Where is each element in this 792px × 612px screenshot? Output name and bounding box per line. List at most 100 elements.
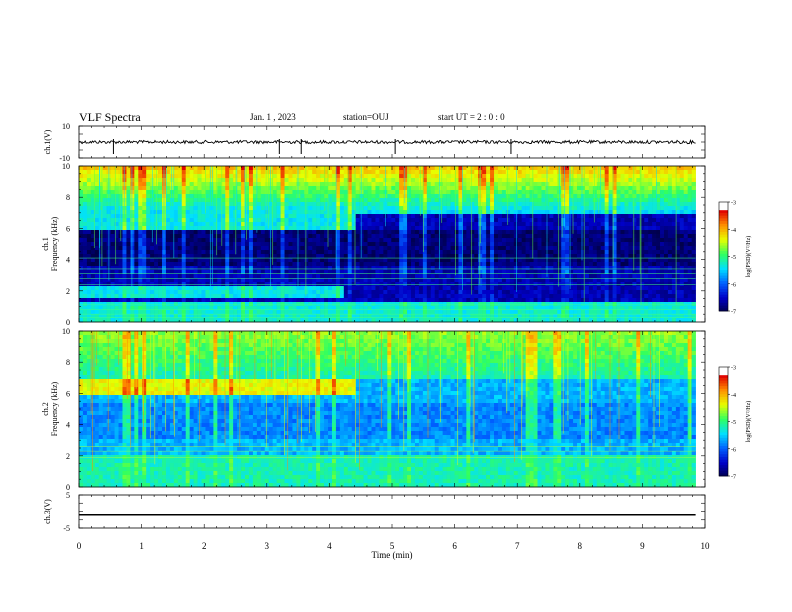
s1-cell (505, 242, 511, 247)
s1-cell (367, 258, 372, 263)
s1-cell (146, 278, 151, 283)
s1-cell (110, 190, 115, 195)
s1-cell (114, 222, 119, 227)
s1-cell (292, 310, 297, 315)
s1-cell (268, 298, 273, 303)
s1-cell (545, 302, 550, 307)
s1-cell (442, 302, 447, 307)
s1-cell (454, 250, 459, 255)
s1-cell (545, 170, 550, 175)
s1-cell (154, 306, 159, 311)
s1-cell (154, 294, 159, 299)
s1-cell (296, 242, 301, 247)
s1-cell (418, 266, 424, 271)
s1-cell (284, 218, 289, 223)
s1-cell (561, 194, 566, 199)
s1-cell (158, 314, 163, 319)
s1-cell (411, 182, 416, 187)
s1-cell (557, 250, 562, 255)
s1-cell (569, 298, 574, 303)
s1-cell (256, 242, 262, 247)
s1-cell (474, 210, 479, 215)
s1-cell (446, 222, 451, 227)
s1-cell (245, 238, 250, 243)
s1-cell (328, 294, 333, 299)
s1-cell (533, 310, 538, 315)
s1-cell (237, 170, 242, 175)
s1-cell (86, 274, 92, 279)
s1-cell (165, 206, 171, 211)
s1-cell (142, 270, 147, 275)
s1-cell (367, 314, 372, 319)
s1-cell (118, 306, 123, 311)
s1-cell (229, 174, 234, 179)
s1-cell (146, 294, 151, 299)
s1-cell (126, 306, 131, 311)
s1-cell (387, 302, 392, 307)
s1-cell (197, 294, 202, 299)
s1-cell (90, 266, 96, 271)
s1-cell (248, 194, 254, 199)
s1-cell (470, 282, 475, 287)
s1-cell (351, 290, 356, 295)
s1-cell (181, 286, 187, 291)
s1-cell (193, 234, 198, 239)
s1-cell (462, 178, 467, 183)
s1-cell (308, 258, 313, 263)
s1-cell (339, 218, 345, 223)
s1-cell (316, 166, 321, 171)
s1-cell (252, 246, 258, 251)
s1-cell (497, 298, 503, 303)
s1-cell (229, 258, 234, 263)
s1-cell (450, 202, 455, 207)
s1-cell (331, 222, 337, 227)
s1-cell (248, 306, 254, 311)
s1-cell (450, 222, 455, 227)
ch1-waveform-ylabel: ch.1(V) (43, 129, 52, 154)
s1-cell (414, 298, 420, 303)
s1-cell (343, 194, 349, 199)
s1-cell (229, 210, 234, 215)
s1-cell (414, 182, 420, 187)
s1-cell (343, 262, 349, 267)
s1-cell (403, 314, 408, 319)
s1-cell (422, 226, 428, 231)
s1-cell (454, 198, 459, 203)
s1-cell (114, 306, 119, 311)
s1-cell (102, 286, 107, 291)
s1-cell (138, 218, 143, 223)
s1-cell (521, 318, 526, 323)
s1-cell (490, 290, 495, 295)
s1-cell (328, 238, 333, 243)
s1-cell (355, 254, 360, 259)
s1-cell (434, 310, 439, 315)
s1-cell (193, 258, 198, 263)
s1-cell (162, 298, 167, 303)
s1-cell (221, 214, 226, 219)
s1-cell (177, 210, 183, 215)
s1-cell (426, 234, 432, 239)
s1-cell (387, 218, 392, 223)
s1-cell (181, 186, 187, 191)
s1-cell (288, 218, 293, 223)
s1-cell (130, 238, 135, 243)
s1-cell (387, 266, 392, 271)
s1-cell (529, 278, 534, 283)
s1-cell (138, 166, 143, 171)
s1-cell (138, 314, 143, 319)
s1-cell (225, 238, 230, 243)
s1-cell (525, 282, 530, 287)
s1-cell (367, 250, 372, 255)
s1-cell (193, 186, 198, 191)
s1-cell (331, 302, 337, 307)
s1-cell (486, 266, 491, 271)
s1-cell (371, 318, 376, 323)
s1-cell (339, 270, 345, 275)
s1-cell (549, 214, 554, 219)
s1-cell (490, 226, 495, 231)
s1-cell (450, 238, 455, 243)
s1-cell (162, 302, 167, 307)
s1-cell (256, 222, 262, 227)
s1-cell (328, 306, 333, 311)
s1-cell (110, 238, 115, 243)
